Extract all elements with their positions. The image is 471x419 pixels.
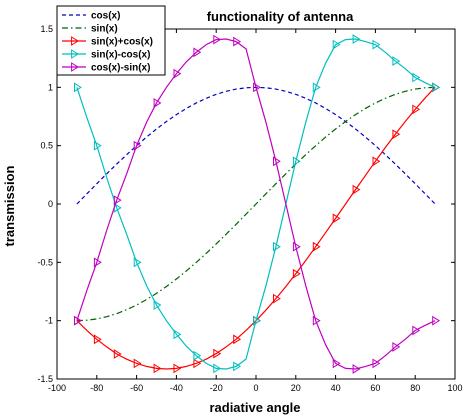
data-point-sin-x-cos-x bbox=[133, 257, 142, 268]
data-point-cos-x-sin-x bbox=[372, 358, 381, 369]
data-point-sin-x-cos-x bbox=[372, 39, 381, 50]
y-tick-label: 1 bbox=[48, 82, 53, 92]
y-tick-label: -1 bbox=[45, 316, 53, 326]
data-point-cos-x-sin-x bbox=[233, 36, 242, 47]
chart-title: functionality of antenna bbox=[207, 9, 354, 24]
data-point-cos-x-sin-x bbox=[412, 325, 421, 336]
data-point-sin-x-cos-x bbox=[273, 293, 281, 304]
data-point-sin-x-cos-x bbox=[432, 82, 441, 93]
legend-entry-label: sin(x) bbox=[91, 24, 118, 35]
data-point-sin-x-cos-x bbox=[292, 156, 301, 167]
data-point-sin-x-cos-x bbox=[392, 129, 401, 140]
data-point-sin-x-cos-x bbox=[193, 350, 202, 361]
data-point-cos-x-sin-x bbox=[253, 82, 261, 93]
data-point-cos-x-sin-x bbox=[173, 68, 182, 79]
data-point-sin-x-cos-x bbox=[153, 363, 162, 374]
data-point-sin-x-cos-x bbox=[292, 268, 301, 279]
data-point-sin-x-cos-x bbox=[332, 213, 341, 224]
x-tick-label: -40 bbox=[170, 383, 183, 393]
legend-entry-label: sin(x)-cos(x) bbox=[91, 50, 150, 61]
y-tick-label: 0.5 bbox=[40, 141, 53, 151]
data-point-sin-x-cos-x bbox=[352, 34, 361, 44]
x-tick-label: -20 bbox=[210, 383, 223, 393]
data-point-sin-x-cos-x bbox=[74, 82, 82, 93]
data-point-sin-x-cos-x bbox=[372, 156, 381, 167]
data-point-cos-x-sin-x bbox=[312, 315, 321, 326]
y-tick-label: -0.5 bbox=[37, 257, 53, 267]
data-point-sin-x-cos-x bbox=[213, 348, 222, 359]
legend-entry-label: sin(x)+cos(x) bbox=[91, 37, 153, 48]
data-point-cos-x-sin-x bbox=[352, 364, 361, 374]
plot-area bbox=[74, 34, 441, 374]
y-tick-label: 0 bbox=[48, 199, 53, 209]
axes: -100 -80 -60 -40 -20 0 20 40 60 80 100 1.5 1 0.5 0 -0.5… bbox=[37, 24, 462, 393]
series-line-sin-x-cos-x bbox=[76, 38, 436, 370]
data-point-cos-x-sin-x bbox=[113, 195, 122, 206]
data-point-sin-x-cos-x bbox=[312, 241, 321, 252]
data-point-sin-x-cos-x bbox=[412, 72, 421, 83]
data-point-cos-x-sin-x bbox=[273, 156, 281, 167]
y-axis-label: transmission bbox=[2, 165, 17, 246]
data-point-cos-x-sin-x bbox=[392, 342, 401, 352]
legend: cos(x) sin(x) sin(x)+cos(x) sin(x)-cos(x) co… bbox=[56, 5, 166, 76]
data-point-sin-x-cos-x bbox=[113, 349, 122, 359]
data-point-cos-x-sin-x bbox=[153, 98, 162, 108]
data-point-sin-x-cos-x bbox=[93, 334, 102, 345]
x-axis-label: radiative angle bbox=[209, 400, 300, 415]
data-point-sin-x-cos-x bbox=[273, 241, 281, 252]
x-tick-label: -80 bbox=[90, 383, 103, 393]
x-tick-label: 80 bbox=[410, 383, 420, 393]
x-tick-label: 60 bbox=[370, 383, 380, 393]
series-line-sin-x bbox=[76, 86, 436, 322]
data-point-sin-x-cos-x bbox=[392, 56, 401, 66]
data-point-sin-x-cos-x bbox=[253, 315, 261, 326]
y-tick-label: -1.5 bbox=[37, 374, 53, 384]
data-point-cos-x-sin-x bbox=[213, 34, 222, 45]
data-point-sin-x-cos-x bbox=[133, 358, 142, 369]
data-point-sin-x-cos-x bbox=[233, 334, 242, 345]
data-point-sin-x-cos-x bbox=[193, 358, 202, 369]
data-point-cos-x-sin-x bbox=[133, 140, 142, 151]
data-point-sin-x-cos-x bbox=[233, 361, 242, 372]
x-tick-label: -60 bbox=[130, 383, 143, 393]
data-point-cos-x-sin-x bbox=[193, 47, 202, 58]
x-tick-label: 100 bbox=[447, 383, 462, 393]
data-point-sin-x-cos-x bbox=[153, 300, 162, 310]
legend-entry-label: cos(x)-sin(x) bbox=[91, 63, 150, 74]
data-point-cos-x-sin-x bbox=[93, 257, 102, 268]
data-point-sin-x-cos-x bbox=[352, 184, 361, 195]
data-point-cos-x-sin-x bbox=[292, 241, 301, 252]
legend-marker bbox=[71, 62, 79, 72]
series-line-cos-x-sin-x bbox=[76, 38, 436, 370]
data-point-cos-x-sin-x bbox=[74, 315, 82, 326]
legend-entry-label: cos(x) bbox=[91, 11, 120, 22]
data-point-cos-x-sin-x bbox=[432, 315, 441, 326]
data-point-sin-x-cos-x bbox=[312, 82, 321, 93]
data-point-cos-x-sin-x bbox=[332, 358, 341, 369]
x-tick-label: 0 bbox=[253, 383, 258, 393]
data-point-sin-x-cos-x bbox=[412, 104, 421, 115]
data-point-sin-x-cos-x bbox=[213, 363, 222, 374]
x-tick-label: 40 bbox=[331, 383, 341, 393]
legend-marker bbox=[71, 36, 79, 46]
y-tick-label: 1.5 bbox=[40, 24, 53, 34]
data-point-sin-x-cos-x bbox=[332, 39, 341, 50]
x-tick-label: 20 bbox=[291, 383, 301, 393]
x-tick-label: -100 bbox=[48, 383, 66, 393]
legend-marker bbox=[71, 49, 79, 59]
data-point-sin-x-cos-x bbox=[173, 363, 182, 374]
data-point-sin-x-cos-x bbox=[173, 329, 182, 340]
data-point-sin-x-cos-x bbox=[93, 140, 102, 151]
